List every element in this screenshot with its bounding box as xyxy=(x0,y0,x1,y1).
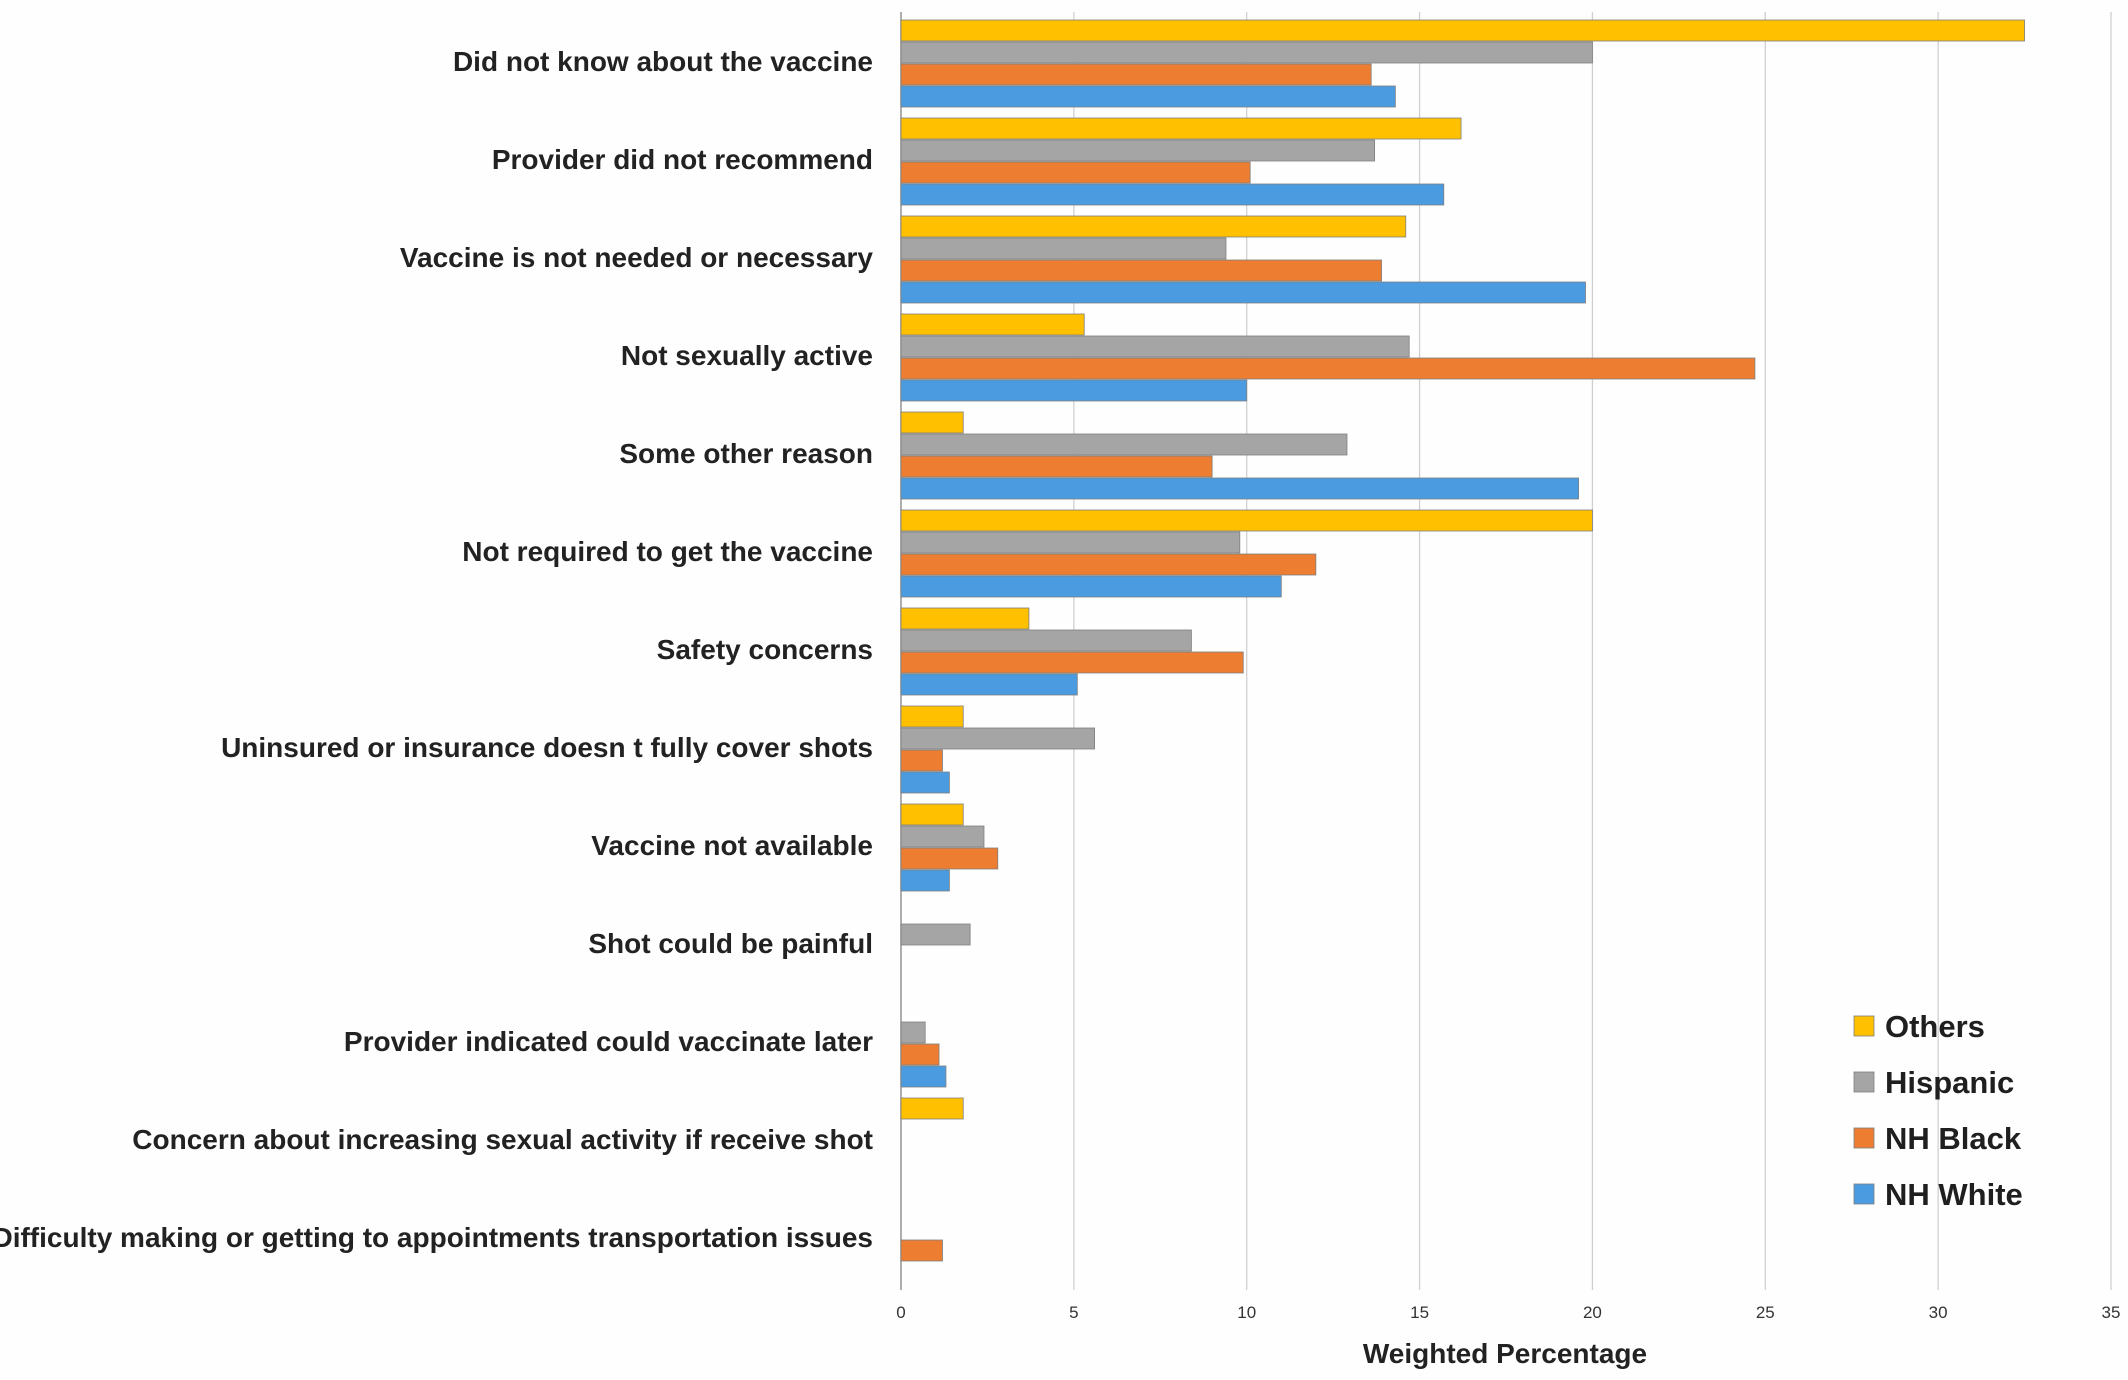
bar-nh-white xyxy=(900,183,1445,206)
category-label: Not sexually active xyxy=(621,340,873,371)
category-label: Provider did not recommend xyxy=(492,144,873,175)
bar-hispanic xyxy=(900,825,985,848)
bar-nh-white xyxy=(900,673,1078,696)
bar-hispanic xyxy=(900,237,1227,260)
category-label: Did not know about the vaccine xyxy=(453,46,873,77)
bar-others xyxy=(900,803,964,826)
legend-swatch-hispanic xyxy=(1853,1071,1875,1093)
category-label: Not required to get the vaccine xyxy=(462,536,873,567)
bar-hispanic xyxy=(900,1021,926,1044)
bar-others xyxy=(900,1097,964,1120)
category-label: Vaccine not available xyxy=(591,830,873,861)
legend-swatch-nh-black xyxy=(1853,1127,1875,1149)
x-tick-label: 30 xyxy=(1929,1303,1948,1322)
bar-nh-black xyxy=(900,847,999,870)
bar-hispanic xyxy=(900,629,1192,652)
bar-hispanic xyxy=(900,923,971,946)
bar-others xyxy=(900,705,964,728)
x-tick-label: 10 xyxy=(1237,1303,1256,1322)
bar-nh-white xyxy=(900,869,950,892)
x-tick-label: 20 xyxy=(1583,1303,1602,1322)
legend-label-nh-white[interactable]: NH White xyxy=(1885,1177,2023,1212)
bar-nh-black xyxy=(900,749,943,772)
legend-label-hispanic[interactable]: Hispanic xyxy=(1885,1065,2014,1100)
bar-others xyxy=(900,313,1085,336)
x-tick-label: 25 xyxy=(1756,1303,1775,1322)
x-tick-label: 15 xyxy=(1410,1303,1429,1322)
x-tick-label: 0 xyxy=(896,1303,905,1322)
category-label: Uninsured or insurance doesn t fully cov… xyxy=(221,732,873,763)
bar-others xyxy=(900,117,1462,140)
x-axis-ticks: 0 5 10 15 20 25 30 35 xyxy=(896,1303,2120,1322)
bar-nh-white xyxy=(900,771,950,794)
legend-swatch-others xyxy=(1853,1015,1875,1037)
bar-nh-white xyxy=(900,379,1248,402)
bar-hispanic xyxy=(900,335,1410,358)
x-tick-label: 5 xyxy=(1069,1303,1078,1322)
bar-hispanic xyxy=(900,433,1348,456)
bar-nh-black xyxy=(900,161,1251,184)
bar-nh-black xyxy=(900,1043,940,1066)
bar-nh-black xyxy=(900,63,1372,86)
bar-nh-black xyxy=(900,357,1756,380)
bar-others xyxy=(900,215,1407,238)
category-label: Vaccine is not needed or necessary xyxy=(400,242,874,273)
bar-others xyxy=(900,509,1593,532)
bar-nh-white xyxy=(900,281,1586,304)
bar-hispanic xyxy=(900,531,1241,554)
category-label: Concern about increasing sexual activity… xyxy=(132,1124,873,1155)
bar-nh-black xyxy=(900,651,1244,674)
bar-nh-black xyxy=(900,1239,943,1262)
bar-hispanic xyxy=(900,139,1376,162)
bars xyxy=(900,19,2025,1262)
bar-others xyxy=(900,19,2025,42)
category-label: Shot could be painful xyxy=(588,928,873,959)
category-label: Difficulty making or getting to appointm… xyxy=(0,1222,873,1253)
bar-nh-white xyxy=(900,1065,947,1088)
bar-nh-white xyxy=(900,477,1579,500)
x-tick-label: 35 xyxy=(2102,1303,2121,1322)
bar-nh-black xyxy=(900,455,1213,478)
bar-others xyxy=(900,411,964,434)
bar-others xyxy=(900,607,1030,630)
bar-hispanic xyxy=(900,41,1593,64)
category-label: Some other reason xyxy=(619,438,873,469)
bar-nh-white xyxy=(900,575,1282,598)
bar-hispanic xyxy=(900,727,1096,750)
legend[interactable]: Others Hispanic NH Black NH White xyxy=(1853,1009,2023,1212)
legend-swatch-nh-white xyxy=(1853,1183,1875,1205)
bar-nh-white xyxy=(900,85,1396,108)
x-axis-title: Weighted Percentage xyxy=(1363,1338,1647,1369)
bar-nh-black xyxy=(900,553,1317,576)
legend-label-others[interactable]: Others xyxy=(1885,1009,1985,1044)
bar-nh-black xyxy=(900,259,1382,282)
category-labels: Did not know about the vaccine Provider d… xyxy=(0,46,873,1253)
category-label: Provider indicated could vaccinate later xyxy=(344,1026,873,1057)
category-label: Safety concerns xyxy=(657,634,873,665)
legend-label-nh-black[interactable]: NH Black xyxy=(1885,1121,2022,1156)
